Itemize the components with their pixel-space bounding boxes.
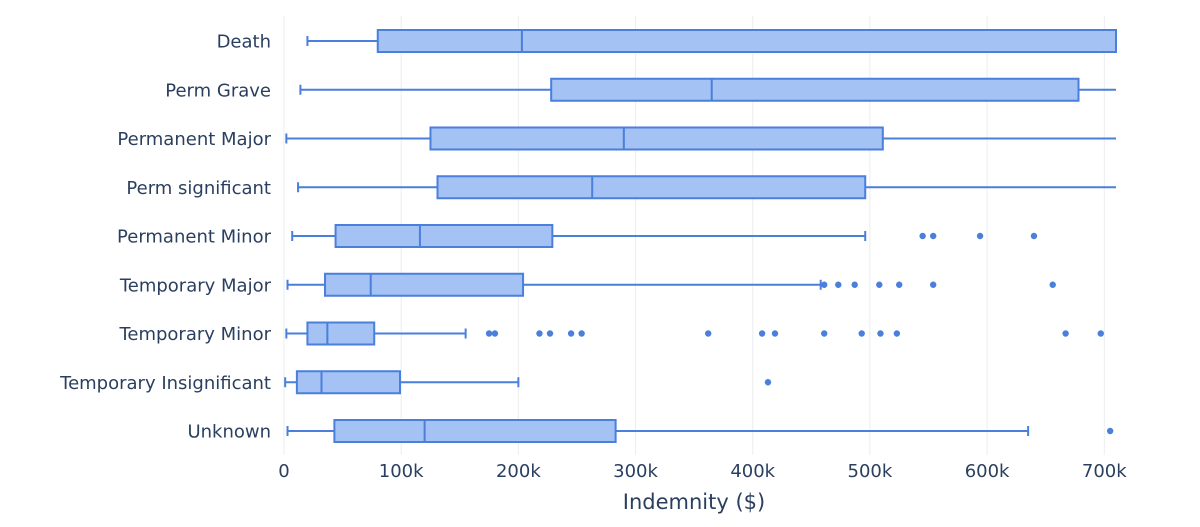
outlier-point [546, 330, 554, 337]
x-axis-title: Indemnity ($) [623, 490, 765, 514]
outlier-point [771, 330, 779, 337]
box-group-8 [286, 419, 1114, 443]
category-labels: Death Perm Grave Permanent Major Perm signi… [59, 32, 271, 443]
x-tick-label: 100k [379, 461, 424, 482]
outlier-point [567, 330, 575, 337]
outlier-point [976, 232, 984, 240]
outlier-point [764, 379, 772, 386]
box-iqr [376, 29, 1118, 53]
category-label: Unknown [187, 422, 271, 443]
outlier-point [929, 232, 937, 240]
box-iqr [295, 370, 402, 395]
outlier-point [821, 281, 828, 288]
outlier-point [1049, 281, 1056, 288]
x-tick-label: 700k [1082, 461, 1127, 482]
category-label: Temporary Minor [118, 324, 271, 345]
box-group-3 [297, 175, 1116, 200]
outlier-point [929, 281, 937, 288]
box-iqr [324, 272, 525, 297]
category-label: Perm significant [126, 178, 271, 199]
x-tick-label: 300k [613, 461, 658, 482]
outlier-point [851, 281, 858, 288]
boxes [284, 29, 1118, 443]
category-label: Perm Grave [165, 80, 271, 101]
box-group-2 [285, 126, 1116, 151]
category-label: Permanent Major [117, 129, 271, 150]
x-tick-label: 0 [278, 461, 289, 482]
box-iqr [550, 77, 1080, 102]
outlier-point [485, 330, 493, 337]
box-group-1 [299, 77, 1116, 102]
outlier-point [876, 281, 883, 288]
box-group-5 [286, 272, 1056, 297]
outlier-point [893, 330, 901, 337]
category-label: Death [217, 32, 271, 53]
outlier-point [1097, 330, 1104, 337]
box-group-4 [291, 224, 1038, 248]
box-group-6 [285, 321, 1104, 346]
outlier-point [1106, 427, 1114, 435]
x-tick-labels: 0 100k 200k 300k 400k 500k 600k 700k [278, 461, 1127, 482]
box-iqr [333, 419, 617, 443]
outlier-point [835, 281, 842, 288]
x-tick-label: 500k [848, 461, 893, 482]
category-label: Temporary Insignificant [59, 373, 271, 394]
outlier-point [758, 330, 766, 337]
x-tick-label: 200k [496, 461, 541, 482]
outlier-point [705, 330, 712, 337]
x-tick-label: 600k [965, 461, 1010, 482]
box-iqr [334, 224, 554, 248]
outlier-point [578, 330, 585, 337]
box-group-7 [284, 370, 772, 395]
outlier-point [1030, 232, 1038, 240]
outlier-point [821, 330, 828, 337]
outlier-point [877, 330, 884, 337]
outlier-point [896, 281, 903, 288]
outlier-point [536, 330, 543, 337]
box-group-0 [306, 29, 1118, 53]
outlier-point [919, 232, 926, 240]
box-iqr [429, 126, 884, 151]
outlier-point [1062, 330, 1069, 337]
box-iqr [436, 175, 867, 200]
category-label: Temporary Major [119, 275, 272, 296]
box-iqr [306, 321, 376, 346]
category-label: Permanent Minor [117, 227, 272, 248]
outlier-point [491, 330, 499, 337]
outlier-point [858, 330, 865, 337]
x-tick-label: 400k [730, 461, 775, 482]
